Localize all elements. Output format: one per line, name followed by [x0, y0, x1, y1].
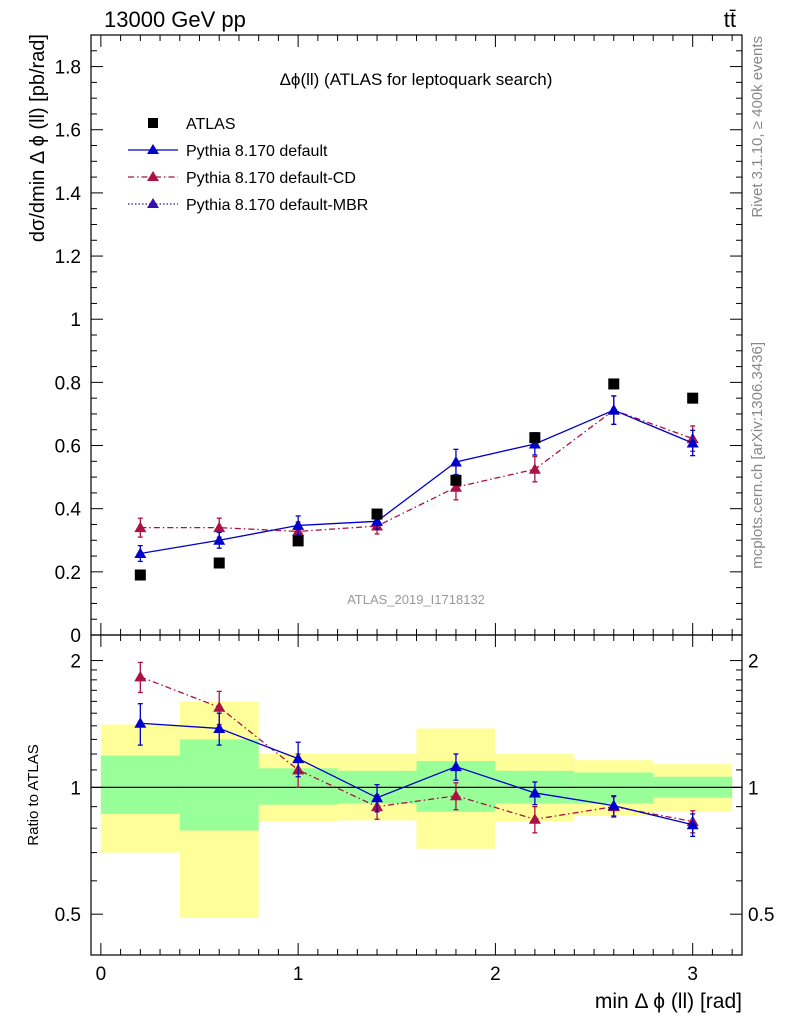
legend-item-pythia-mbr: Pythia 8.170 default-MBR — [128, 197, 368, 214]
main-y-axis-label: dσ/dmin Δ ϕ (ll) [pb/rad] — [27, 34, 49, 242]
ratio-y-tick-label-left: 2 — [70, 652, 81, 673]
main-y-tick-label: 0.6 — [55, 437, 81, 458]
ratio-point-triangle — [607, 799, 620, 811]
legend-marker-atlas — [148, 118, 158, 128]
ratio-band-inner — [100, 755, 180, 814]
legend-label-pythia-cd: Pythia 8.170 default-CD — [186, 170, 356, 187]
main-point-triangle — [213, 521, 226, 533]
main-point-atlas — [371, 508, 383, 520]
x-axis-label: min Δ ϕ (ll) [rad] — [595, 990, 742, 1013]
main-point-triangle — [449, 455, 462, 467]
main-y-tick-label: 1.6 — [55, 121, 81, 142]
main-y-tick-label: 0.4 — [55, 500, 82, 521]
main-point-atlas — [292, 535, 304, 547]
ratio-series-line — [140, 676, 693, 823]
main-data-layer — [134, 378, 699, 581]
main-point-atlas — [134, 569, 146, 581]
ratio-point-triangle — [213, 701, 226, 712]
x-tick-label: 1 — [293, 964, 304, 985]
analysis-id-label: ATLAS_2019_I1718132 — [347, 592, 485, 607]
x-tick-label: 3 — [687, 964, 698, 985]
chart-marks: 0 1 2 3 0 0.2 0.4 0.6 0.8 1 1.2 1.4 1.6 1.8 0.5 0.5 1 1 2 2 — [55, 34, 774, 985]
ratio-series-line — [140, 722, 693, 826]
mcplots-reference-label: mcplots.cern.ch [arXiv:1306.3436] — [749, 342, 766, 569]
ratio-point-triangle — [528, 786, 541, 798]
main-y-tick-label: 0.2 — [55, 563, 81, 584]
x-tick-label: 2 — [490, 964, 501, 985]
main-plot-title: Δϕ(ll) (ATLAS for leptoquark search) — [280, 70, 553, 89]
main-point-triangle — [134, 547, 147, 559]
ratio-y-tick-label-right: 2 — [748, 652, 759, 673]
legend-item-pythia-cd: Pythia 8.170 default-CD — [128, 170, 356, 187]
main-point-triangle — [134, 521, 147, 533]
legend: ATLAS Pythia 8.170 default Pythia 8.170 … — [128, 116, 368, 214]
legend-marker-pythia-default — [147, 144, 159, 154]
legend-label-pythia-mbr: Pythia 8.170 default-MBR — [186, 197, 368, 214]
main-y-tick-label: 0 — [70, 626, 81, 647]
ratio-point-triangle — [686, 818, 699, 830]
main-point-triangle — [528, 463, 541, 474]
ratio-point-triangle — [134, 717, 147, 728]
legend-marker-pythia-mbr — [147, 198, 159, 208]
main-point-triangle — [371, 515, 384, 526]
main-y-tick-label: 1.8 — [55, 58, 81, 79]
main-point-atlas — [608, 378, 620, 390]
main-point-atlas — [213, 557, 225, 569]
ratio-point-triangle — [292, 752, 305, 764]
main-point-atlas — [687, 392, 699, 404]
ratio-bands — [100, 701, 733, 918]
legend-item-atlas: ATLAS — [148, 116, 236, 133]
ratio-data-layer — [91, 661, 742, 838]
main-point-atlas — [450, 474, 462, 486]
main-y-tick-label: 1.2 — [55, 247, 81, 268]
ratio-y-tick-label-right: 1 — [748, 778, 759, 799]
legend-item-pythia-default: Pythia 8.170 default — [128, 143, 328, 160]
main-y-tick-label: 0.8 — [55, 373, 81, 394]
ratio-point-triangle — [449, 789, 462, 801]
main-point-triangle — [449, 481, 462, 492]
header-right: tt̄ — [724, 7, 736, 32]
x-tick-label: 0 — [96, 964, 107, 985]
rivet-version-label: Rivet 3.1.10, ≥ 400k events — [749, 36, 766, 218]
legend-marker-pythia-cd — [147, 171, 159, 181]
ratio-y-tick-label-left: 0.5 — [55, 905, 81, 926]
main-point-triangle — [528, 437, 541, 449]
ratio-point-triangle — [134, 670, 147, 682]
legend-label-atlas: ATLAS — [186, 116, 236, 133]
ratio-point-triangle — [449, 760, 462, 772]
header-left: 13000 GeV pp — [104, 7, 246, 32]
main-series-line — [140, 409, 693, 555]
ratio-y-tick-label-right: 0.5 — [748, 905, 774, 926]
main-series-line — [140, 409, 693, 533]
main-point-atlas — [529, 432, 541, 444]
ratio-y-axis-label: Ratio to ATLAS — [25, 744, 42, 845]
main-point-triangle — [213, 534, 226, 545]
ratio-point-triangle — [528, 813, 541, 824]
main-point-triangle — [292, 519, 305, 530]
main-point-triangle — [686, 437, 699, 448]
main-y-tick-label: 1.4 — [55, 184, 82, 205]
legend-label-pythia-default: Pythia 8.170 default — [186, 143, 328, 160]
main-y-tick-label: 1 — [70, 310, 81, 331]
ratio-point-triangle — [213, 722, 226, 733]
ratio-point-triangle — [371, 791, 384, 803]
ratio-band-inner — [179, 739, 259, 831]
main-point-triangle — [607, 404, 620, 415]
ratio-y-tick-label-left: 1 — [70, 778, 81, 799]
